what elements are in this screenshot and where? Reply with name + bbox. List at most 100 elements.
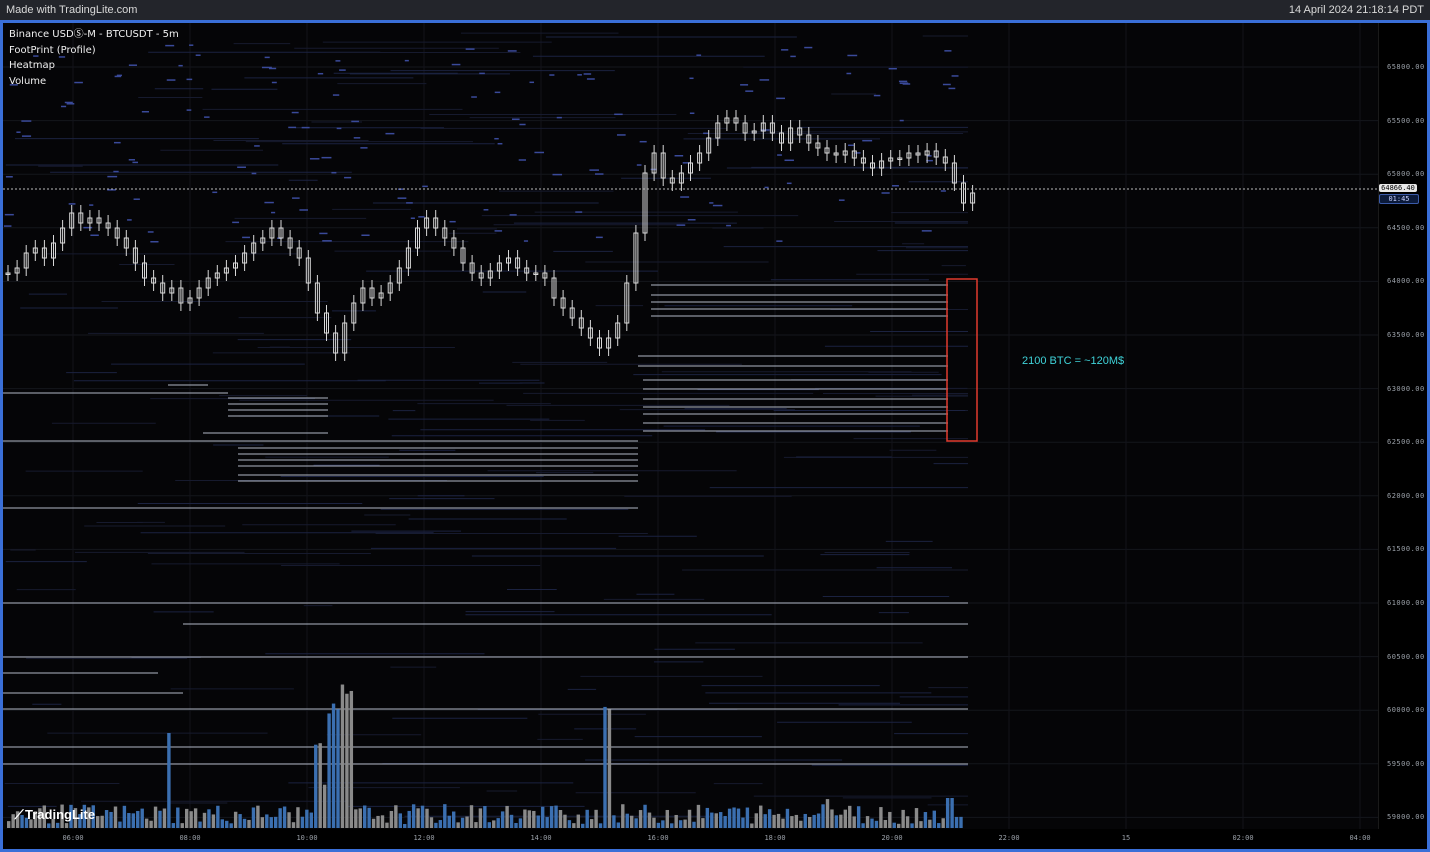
heatmap-dot [186, 109, 192, 111]
volume-bar [438, 820, 443, 828]
volume-bar [937, 823, 941, 828]
volume-bar [781, 818, 785, 828]
candle-body [14, 267, 20, 274]
volume-bar [941, 818, 945, 828]
layer-heatmap[interactable]: Heatmap [9, 60, 55, 72]
volume-bar [82, 804, 87, 828]
heatmap-dot [113, 170, 119, 173]
heatmap-dot [519, 123, 526, 126]
volume-bar [265, 814, 269, 828]
volume-bar [478, 808, 483, 828]
layer-volume[interactable]: Volume [9, 75, 47, 87]
volume-bar [403, 823, 407, 828]
volume-bar [193, 808, 198, 828]
candle-body [651, 152, 657, 174]
plot-area[interactable]: Binance USDⓈ-M - BTCUSDT - 5m FootPrint … [3, 23, 1378, 829]
tradinglite-logo: ⟋TradingLite [13, 807, 95, 823]
candle-body [251, 242, 257, 254]
volume-bar [834, 815, 839, 828]
volume-bar [24, 817, 29, 828]
heatmap-dot [511, 118, 520, 121]
volume-bar [287, 812, 291, 828]
volume-bar [509, 814, 514, 828]
volume-bar [78, 814, 82, 828]
x-tick-label: 12:00 [413, 834, 435, 842]
volume-bar [567, 820, 572, 828]
heatmap-dot [881, 192, 890, 194]
volume-bar [750, 823, 754, 828]
candle-body [660, 152, 666, 179]
volume-bar [852, 816, 856, 828]
volume-bar [532, 810, 536, 828]
heatmap-dot [682, 162, 691, 164]
heatmap-dot [127, 219, 132, 221]
candle-body [178, 287, 184, 304]
heatmap-dot [676, 224, 686, 226]
volume-bar [558, 810, 563, 828]
volume-bar [376, 815, 380, 828]
timestamp-label: 14 April 2024 21:18:14 PDT [1288, 4, 1424, 16]
heatmap-dot [556, 116, 562, 119]
heatmap-dot [292, 197, 300, 199]
heatmap-dot [790, 55, 796, 58]
layer-footprint[interactable]: FootPrint (Profile) [9, 44, 96, 56]
volume-bar [238, 814, 242, 828]
order-wall-box [946, 278, 978, 442]
heatmap-dot [614, 113, 623, 116]
price-axis[interactable]: 65800.00 65500.00 65000.00 64500.00 64000.00… [1378, 23, 1427, 829]
candle-body [305, 257, 311, 284]
heatmap-dot [465, 48, 475, 50]
heatmap-dot [764, 186, 769, 189]
heatmap-dot [926, 159, 933, 162]
volume-bar [314, 744, 318, 828]
heatmap-dot [344, 176, 352, 179]
heatmap-dot [309, 158, 320, 160]
heatmap-dot [133, 198, 140, 200]
heatmap-dot [595, 236, 603, 239]
heatmap-dot [940, 190, 946, 192]
volume-bar [345, 693, 349, 828]
heatmap-dot [21, 135, 32, 137]
volume-bar [523, 809, 527, 828]
heatmap-dot [862, 139, 873, 142]
heatmap-dot [577, 74, 582, 76]
volume-bar [158, 810, 162, 828]
heatmap-dot [418, 216, 425, 218]
x-tick-label: 04:00 [1349, 834, 1371, 842]
candle-body [961, 182, 966, 204]
volume-bar [149, 820, 153, 828]
candle-body [324, 312, 329, 334]
volume-bar [122, 805, 127, 828]
heatmap-dot [128, 159, 135, 161]
candle-body [460, 247, 466, 264]
time-axis[interactable]: 06:00 08:00 10:00 12:00 14:00 16:00 18:00 20:00… [3, 829, 1427, 849]
volume-bar [736, 808, 741, 828]
heatmap-dot [838, 199, 845, 201]
volume-bar [367, 807, 371, 828]
heatmap-dot [740, 84, 749, 86]
volume-bar [300, 816, 305, 828]
heatmap-dot [848, 144, 854, 147]
heatmap-dot [204, 116, 210, 118]
volume-bar [612, 815, 616, 828]
heatmap-dot [64, 101, 73, 104]
symbol-label[interactable]: Binance USDⓈ-M - BTCUSDT - 5m [9, 29, 179, 40]
volume-bar [541, 806, 545, 828]
heatmap-dot [68, 203, 76, 205]
volume-bar [460, 817, 465, 828]
volume-bar [879, 807, 883, 828]
heatmap-dot [264, 56, 270, 59]
candle-body [5, 272, 11, 275]
volume-bar [621, 804, 625, 828]
candle-body [860, 157, 866, 164]
volume-bar [745, 807, 750, 828]
volume-bar [656, 822, 661, 828]
candle-body [132, 247, 138, 264]
volume-bar [425, 808, 429, 828]
y-tick-label: 65000.00 [1387, 170, 1425, 179]
candle-body [378, 292, 384, 299]
volume-bar [799, 820, 803, 828]
volume-bar [861, 823, 865, 828]
heatmap-dot [165, 44, 175, 47]
candle-body [924, 150, 930, 156]
